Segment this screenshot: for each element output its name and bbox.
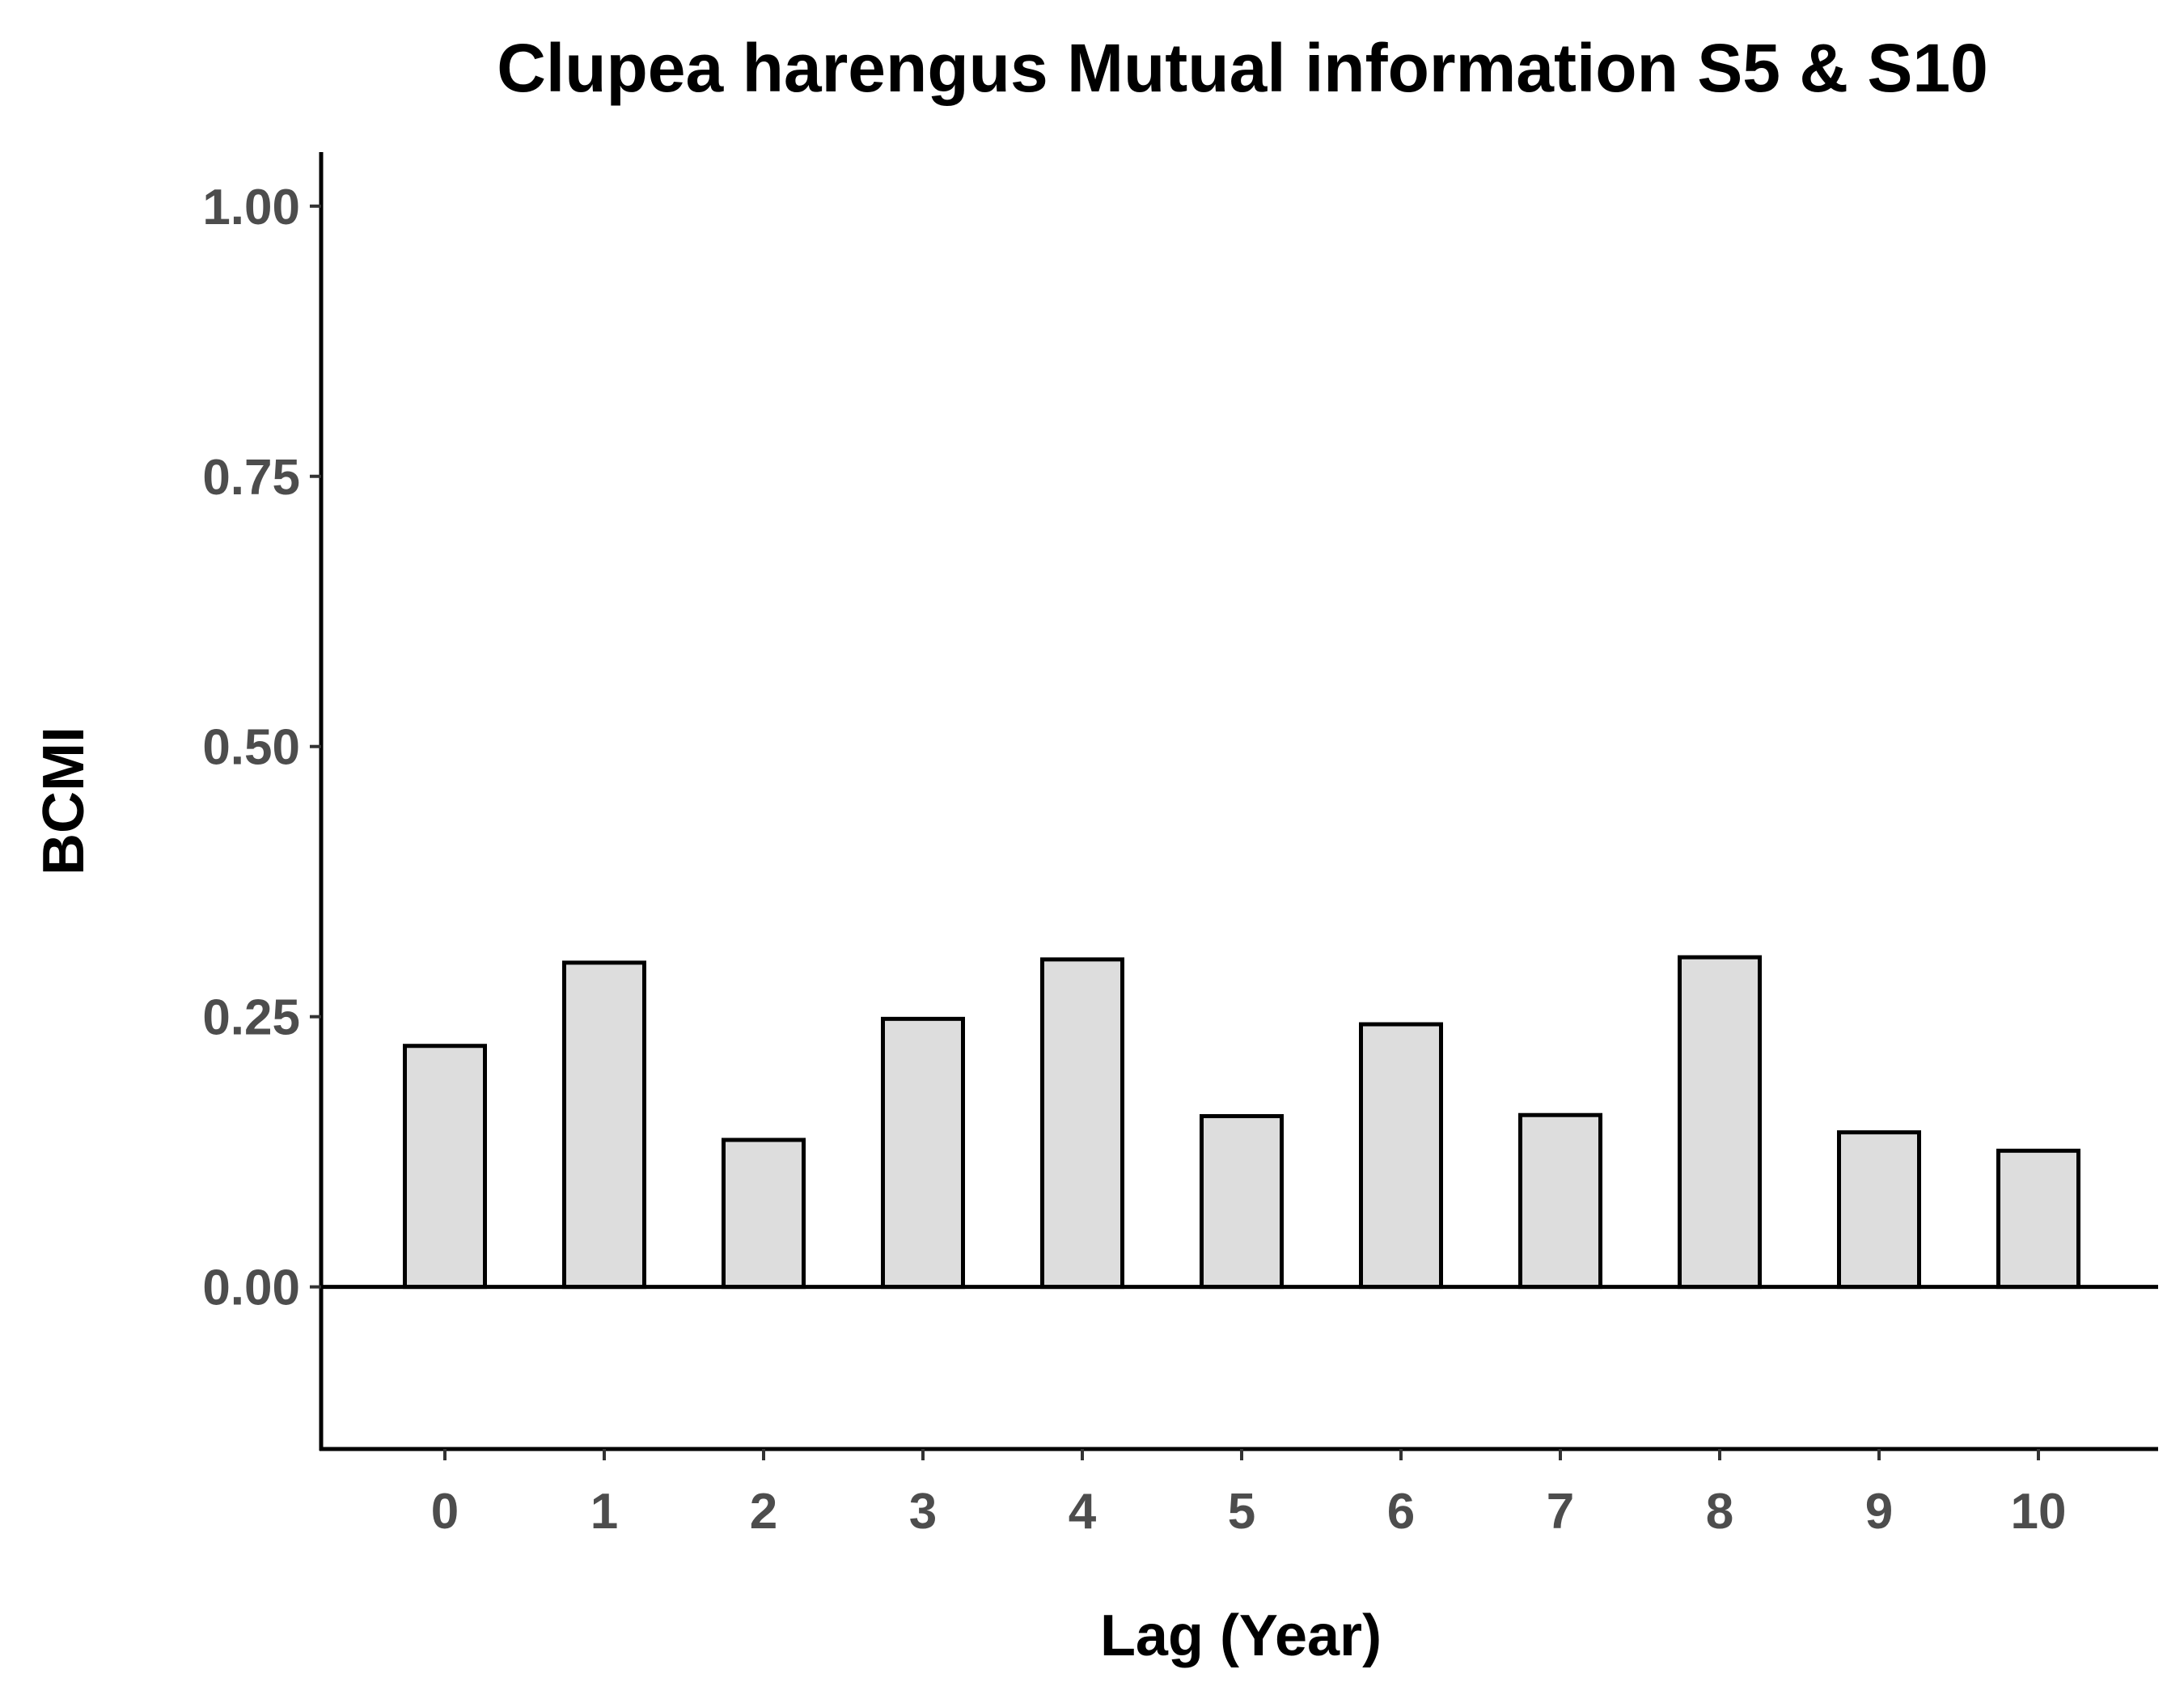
chart-title: Clupea harengus Mutual information S5 & … <box>497 30 1988 106</box>
bar-lag-6 <box>1359 1022 1443 1290</box>
x-tick-label: 9 <box>1865 1484 1893 1540</box>
bar-lag-2 <box>722 1138 806 1290</box>
x-axis-title: Lag (Year) <box>1100 1604 1382 1668</box>
x-tick-label: 7 <box>1547 1484 1574 1540</box>
bar-lag-0 <box>403 1044 487 1290</box>
x-tick-label: 10 <box>2011 1484 2067 1540</box>
y-tick-label: 0.00 <box>202 1260 300 1316</box>
bar-lag-8 <box>1678 955 1762 1290</box>
plot-area: 0.00 0.25 0.50 0.75 1.00 0 1 2 3 4 5 6 7 8 9 10 <box>202 152 2158 1540</box>
y-tick-label: 0.75 <box>202 450 300 506</box>
x-tick-label: 0 <box>431 1484 459 1540</box>
x-tick-label: 2 <box>750 1484 777 1540</box>
y-axis-title: BCMI <box>32 727 96 875</box>
bar-lag-9 <box>1837 1130 1921 1290</box>
x-tick-label: 6 <box>1387 1484 1415 1540</box>
bar-lag-7 <box>1518 1112 1602 1290</box>
y-tick-label: 1.00 <box>202 180 300 235</box>
x-tick-label: 8 <box>1706 1484 1733 1540</box>
bar-lag-4 <box>1040 957 1124 1290</box>
x-tick-label: 1 <box>590 1484 618 1540</box>
x-tick-label: 5 <box>1228 1484 1255 1540</box>
bar-lag-10 <box>1996 1148 2080 1290</box>
y-tick-label: 0.50 <box>202 720 300 776</box>
bar-lag-3 <box>881 1016 965 1290</box>
y-tick-label: 0.25 <box>202 990 300 1046</box>
x-tick-label: 3 <box>909 1484 937 1540</box>
bar-lag-5 <box>1200 1114 1284 1290</box>
bar-lag-1 <box>562 960 646 1290</box>
x-tick-label: 4 <box>1069 1484 1097 1540</box>
